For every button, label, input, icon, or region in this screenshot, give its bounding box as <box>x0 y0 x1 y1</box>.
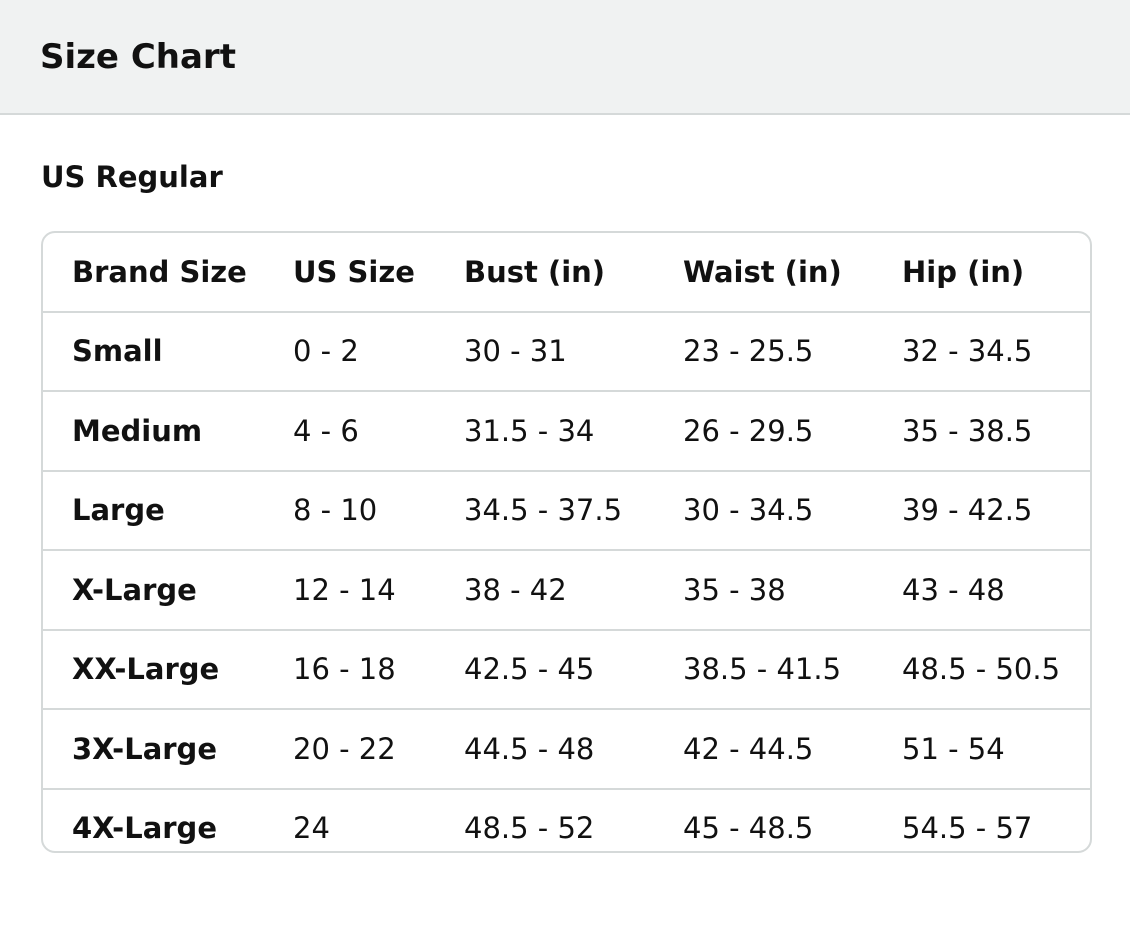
cell: 39 - 42.5 <box>873 470 1090 551</box>
size-label: Small <box>43 311 264 392</box>
cell: 38.5 - 41.5 <box>654 629 873 710</box>
cell: 4 - 6 <box>264 391 435 472</box>
cell: 51 - 54 <box>873 709 1090 790</box>
cell: 12 - 14 <box>264 550 435 631</box>
cell: 30 - 31 <box>435 311 654 392</box>
cell: 16 - 18 <box>264 629 435 710</box>
size-label: X-Large <box>43 550 264 631</box>
size-label: 4X-Large <box>72 811 217 846</box>
column-header: Bust (in) <box>435 233 654 313</box>
cell: 45 - 48.5 <box>683 811 814 846</box>
size-table: Brand Size US Size Bust (in) Waist (in) Hip … <box>43 233 1090 852</box>
cell: 54.5 - 57 <box>902 811 1033 846</box>
cell: 42 - 44.5 <box>654 709 873 790</box>
table-row: 3X-Large 20 - 22 44.5 - 48 42 - 44.5 51 - 54 <box>43 709 1090 790</box>
size-label: Medium <box>43 391 264 472</box>
section-title: US Regular <box>41 160 223 194</box>
cell: 23 - 25.5 <box>654 311 873 392</box>
cell: 24 <box>293 811 330 846</box>
table-row: Large 8 - 10 34.5 - 37.5 30 - 34.5 39 - 42.5 <box>43 470 1090 551</box>
size-label: XX-Large <box>43 629 264 710</box>
column-header: Brand Size <box>43 233 264 313</box>
table-container: Brand Size US Size Bust (in) Waist (in) Hip … <box>41 231 1092 853</box>
cell: 20 - 22 <box>264 709 435 790</box>
column-header: US Size <box>264 233 435 313</box>
column-header: Hip (in) <box>873 233 1090 313</box>
header-row: Brand Size US Size Bust (in) Waist (in) Hip … <box>43 233 1090 313</box>
table-row: Medium 4 - 6 31.5 - 34 26 - 29.5 35 - 38.5 <box>43 391 1090 472</box>
cell: 31.5 - 34 <box>435 391 654 472</box>
header-title: Size Chart <box>0 0 1130 115</box>
cell: 44.5 - 48 <box>435 709 654 790</box>
cell: 48.5 - 50.5 <box>873 629 1090 710</box>
cell: 43 - 48 <box>873 550 1090 631</box>
table-row: Small 0 - 2 30 - 31 23 - 25.5 32 - 34.5 <box>43 311 1090 392</box>
column-header: Waist (in) <box>654 233 873 313</box>
size-label: 3X-Large <box>43 709 264 790</box>
table-row: X-Large 12 - 14 38 - 42 35 - 38 43 - 48 <box>43 550 1090 631</box>
cell: 34.5 - 37.5 <box>435 470 654 551</box>
size-label: Large <box>43 470 264 551</box>
cell: 35 - 38.5 <box>873 391 1090 472</box>
cell: 8 - 10 <box>264 470 435 551</box>
cell: 38 - 42 <box>435 550 654 631</box>
cell: 35 - 38 <box>654 550 873 631</box>
cell: 32 - 34.5 <box>873 311 1090 392</box>
cell: 42.5 - 45 <box>435 629 654 710</box>
cell: 30 - 34.5 <box>654 470 873 551</box>
table-row: 4X-Large 24 48.5 - 52 45 - 48.5 54.5 - 57 <box>43 789 1090 852</box>
table-row: XX-Large 16 - 18 42.5 - 45 38.5 - 41.5 48.5 … <box>43 629 1090 710</box>
cell: 26 - 29.5 <box>654 391 873 472</box>
cell: 48.5 - 52 <box>464 811 595 846</box>
cell: 0 - 2 <box>264 311 435 392</box>
